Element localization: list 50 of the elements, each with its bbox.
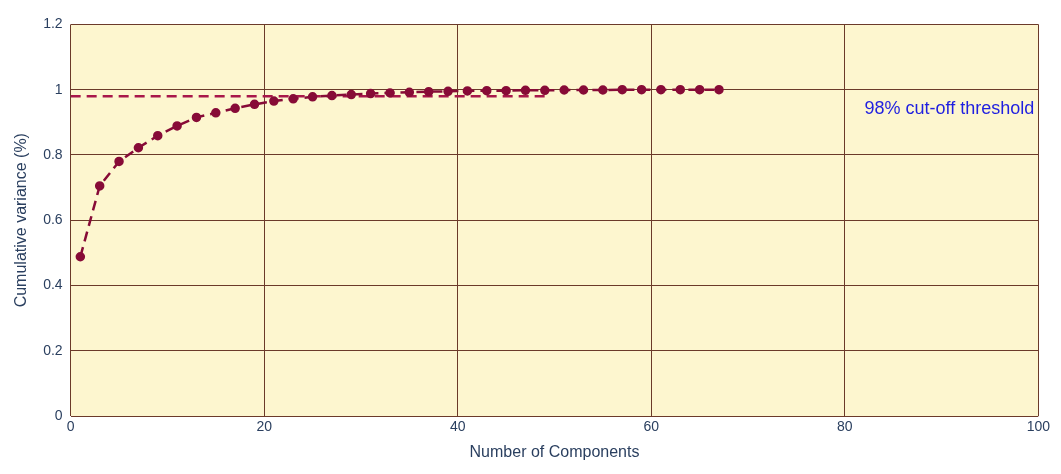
x-tick-label: 80 <box>837 418 853 435</box>
point <box>675 84 686 95</box>
point <box>133 143 144 153</box>
x-tick-label: 40 <box>449 418 466 435</box>
y-tick-label: 0.8 <box>43 145 63 162</box>
x-tick-label: 0 <box>66 418 75 435</box>
point <box>365 88 376 99</box>
x-tick-label: 20 <box>256 418 273 435</box>
point <box>346 89 357 100</box>
point <box>385 88 395 98</box>
point <box>153 130 163 141</box>
point <box>694 84 705 95</box>
point <box>656 84 666 95</box>
point <box>230 103 240 114</box>
point <box>714 84 724 95</box>
x-tick-label: 60 <box>643 418 660 435</box>
point <box>269 96 279 106</box>
point <box>501 85 511 96</box>
point <box>211 108 221 118</box>
y-tick-label: 0.4 <box>43 276 63 293</box>
point <box>578 85 589 95</box>
point <box>559 85 569 95</box>
y-tick-label: 1.2 <box>43 15 63 32</box>
point <box>327 90 337 101</box>
point <box>191 112 202 123</box>
point <box>114 156 124 167</box>
y-tick-label: 0.2 <box>43 341 63 358</box>
point <box>249 99 260 110</box>
x-axis-title: Number of Components <box>469 442 640 460</box>
y-axis-title: Cumulative variance (%) <box>12 133 30 308</box>
y-tick-label: 1 <box>54 80 63 97</box>
y-tick-label: 0.6 <box>43 211 63 228</box>
point <box>598 85 608 95</box>
point <box>75 252 86 262</box>
y-tick-label: 0 <box>54 406 63 423</box>
point <box>443 86 453 97</box>
point <box>94 181 105 191</box>
annotation: 98% cut-off threshold <box>864 98 1035 119</box>
x-tick-label: 100 <box>1026 418 1051 435</box>
point <box>423 86 434 97</box>
point <box>404 87 415 98</box>
point <box>172 121 182 131</box>
point <box>288 94 298 104</box>
point <box>540 85 550 96</box>
point <box>520 85 531 96</box>
point <box>307 92 318 102</box>
point <box>636 84 647 95</box>
point <box>462 86 473 96</box>
point <box>617 84 627 95</box>
point <box>482 85 492 96</box>
